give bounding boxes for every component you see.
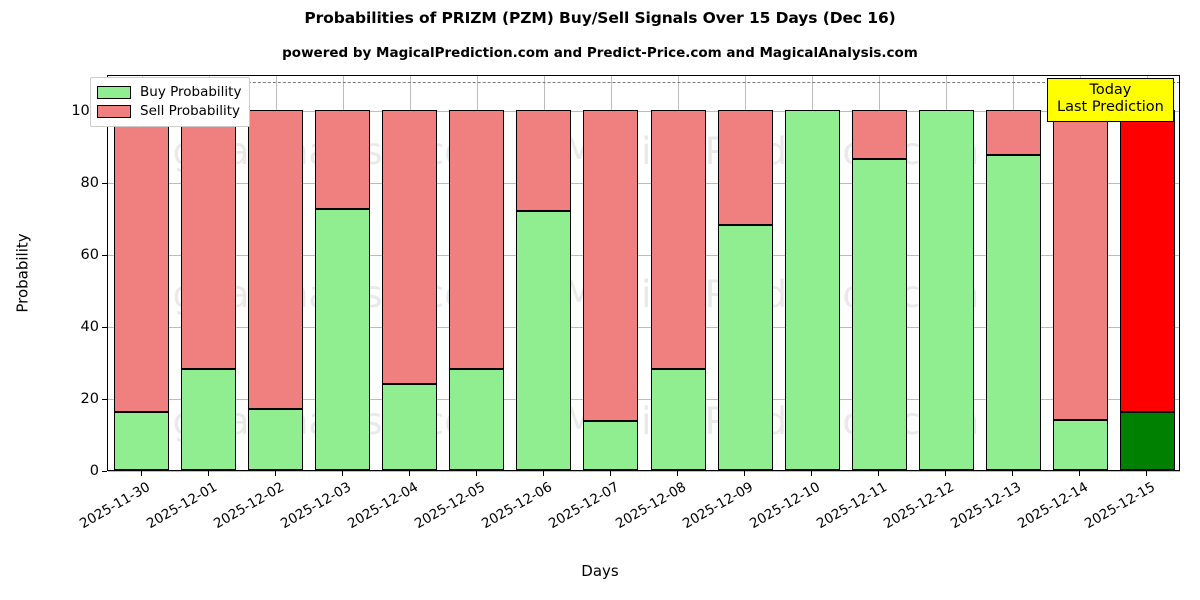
bar-segment-buy[interactable] <box>851 158 907 470</box>
bar-group[interactable] <box>650 74 706 470</box>
bar-segment-sell[interactable] <box>114 110 170 413</box>
bar-segment-buy[interactable] <box>717 225 773 470</box>
bar-group[interactable] <box>918 74 974 470</box>
y-axis-tick-mark <box>102 327 107 329</box>
chart-subtitle: powered by MagicalPrediction.com and Pre… <box>282 45 918 61</box>
legend-label-sell: Sell Probability <box>140 102 241 119</box>
bar-segment-buy[interactable] <box>1052 419 1108 470</box>
gridline-horizontal <box>108 183 1180 184</box>
legend-item-buy[interactable]: Buy Probability <box>97 83 241 102</box>
gridline-horizontal <box>108 255 1180 256</box>
today-annotation-line1: Today <box>1089 82 1132 98</box>
bar-group[interactable] <box>516 74 572 470</box>
bar-group[interactable] <box>1119 74 1175 470</box>
y-axis-title: Probability <box>13 233 32 313</box>
bar-group[interactable] <box>985 74 1041 470</box>
x-axis-tick-mark <box>543 471 545 476</box>
bar-segment-sell[interactable] <box>382 110 438 384</box>
today-annotation: Today Last Prediction <box>1047 78 1174 122</box>
gridline-horizontal <box>108 399 1180 400</box>
bar-segment-buy[interactable] <box>784 110 840 470</box>
bar-group[interactable] <box>315 74 371 470</box>
x-axis-tick-mark <box>476 471 478 476</box>
x-axis-tick-mark <box>275 471 277 476</box>
bar-segment-buy[interactable] <box>985 155 1041 470</box>
bar-segment-buy[interactable] <box>315 209 371 470</box>
bar-segment-buy[interactable] <box>918 110 974 470</box>
y-axis-tick-mark <box>102 255 107 257</box>
bar-group[interactable] <box>583 74 639 470</box>
bar-segment-sell[interactable] <box>851 110 907 159</box>
x-axis-tick-mark <box>409 471 411 476</box>
bar-segment-sell[interactable] <box>1119 110 1175 413</box>
bar-segment-buy[interactable] <box>382 383 438 470</box>
x-axis-tick-mark <box>811 471 813 476</box>
bar-group[interactable] <box>717 74 773 470</box>
gridline-horizontal <box>108 327 1180 328</box>
x-axis-tick-mark <box>342 471 344 476</box>
y-axis-tick-mark <box>102 399 107 401</box>
bar-segment-buy[interactable] <box>650 369 706 470</box>
watermark-text: MagicalAnalysis.com <box>118 130 503 173</box>
gridline-horizontal <box>108 471 1180 472</box>
bar-group[interactable] <box>181 74 237 470</box>
bar-segment-buy[interactable] <box>516 210 572 470</box>
bar-segment-sell[interactable] <box>516 110 572 211</box>
bar-segment-sell[interactable] <box>248 110 304 409</box>
x-axis-tick-mark <box>744 471 746 476</box>
bar-group[interactable] <box>1052 74 1108 470</box>
bar-segment-buy[interactable] <box>1119 412 1175 470</box>
bar-group[interactable] <box>248 74 304 470</box>
bar-group[interactable] <box>449 74 505 470</box>
y-axis-tick-label: 0 <box>89 463 99 479</box>
bar-group[interactable] <box>382 74 438 470</box>
y-axis-tick-mark <box>102 183 107 185</box>
x-axis-tick-mark <box>677 471 679 476</box>
x-axis-tick-mark <box>945 471 947 476</box>
bar-group[interactable] <box>784 74 840 470</box>
x-axis-tick-mark <box>1012 471 1014 476</box>
y-axis-tick-label: 20 <box>80 391 99 407</box>
bar-segment-sell[interactable] <box>583 110 639 422</box>
legend-swatch-buy <box>97 86 131 99</box>
bar-segment-buy[interactable] <box>181 369 237 470</box>
x-axis-tick-mark <box>1079 471 1081 476</box>
bar-segment-buy[interactable] <box>114 412 170 470</box>
watermark-text: MagicalAnalysis.com <box>118 273 503 316</box>
bar-segment-sell[interactable] <box>650 110 706 370</box>
x-axis-tick-mark <box>878 471 880 476</box>
y-axis-tick-label: 60 <box>80 247 99 263</box>
legend-label-buy: Buy Probability <box>140 83 242 100</box>
bar-segment-sell[interactable] <box>315 110 371 209</box>
x-axis-tick-mark <box>1146 471 1148 476</box>
y-axis-tick-label: 40 <box>80 319 99 335</box>
today-annotation-line2: Last Prediction <box>1057 98 1164 115</box>
bar-segment-sell[interactable] <box>449 110 505 370</box>
watermark-text: MagicalAnalysis.com <box>118 400 503 443</box>
x-axis-tick-mark <box>610 471 612 476</box>
bar-segment-sell[interactable] <box>1052 110 1108 420</box>
x-axis-title: Days <box>581 562 619 580</box>
chart-legend[interactable]: Buy Probability Sell Probability <box>90 77 251 127</box>
threshold-dashed-line <box>108 82 1180 84</box>
y-axis-tick-mark <box>102 471 107 473</box>
y-axis-tick-label: 80 <box>80 175 99 191</box>
bar-segment-sell[interactable] <box>181 110 237 370</box>
chart-title: Probabilities of PRIZM (PZM) Buy/Sell Si… <box>304 9 896 27</box>
bar-segment-buy[interactable] <box>583 421 639 470</box>
bar-segment-buy[interactable] <box>248 408 304 470</box>
legend-item-sell[interactable]: Sell Probability <box>97 102 241 121</box>
bar-group[interactable] <box>851 74 907 470</box>
x-axis-tick-mark <box>141 471 143 476</box>
bar-segment-sell[interactable] <box>985 110 1041 155</box>
bar-group[interactable] <box>114 74 170 470</box>
gridline-horizontal <box>108 111 1180 112</box>
plot-area: MagicalAnalysis.comMagicalPrediction.com… <box>107 74 1180 472</box>
bar-segment-sell[interactable] <box>717 110 773 226</box>
x-axis-tick-mark <box>208 471 210 476</box>
bar-segment-buy[interactable] <box>449 369 505 470</box>
legend-swatch-sell <box>97 105 131 118</box>
